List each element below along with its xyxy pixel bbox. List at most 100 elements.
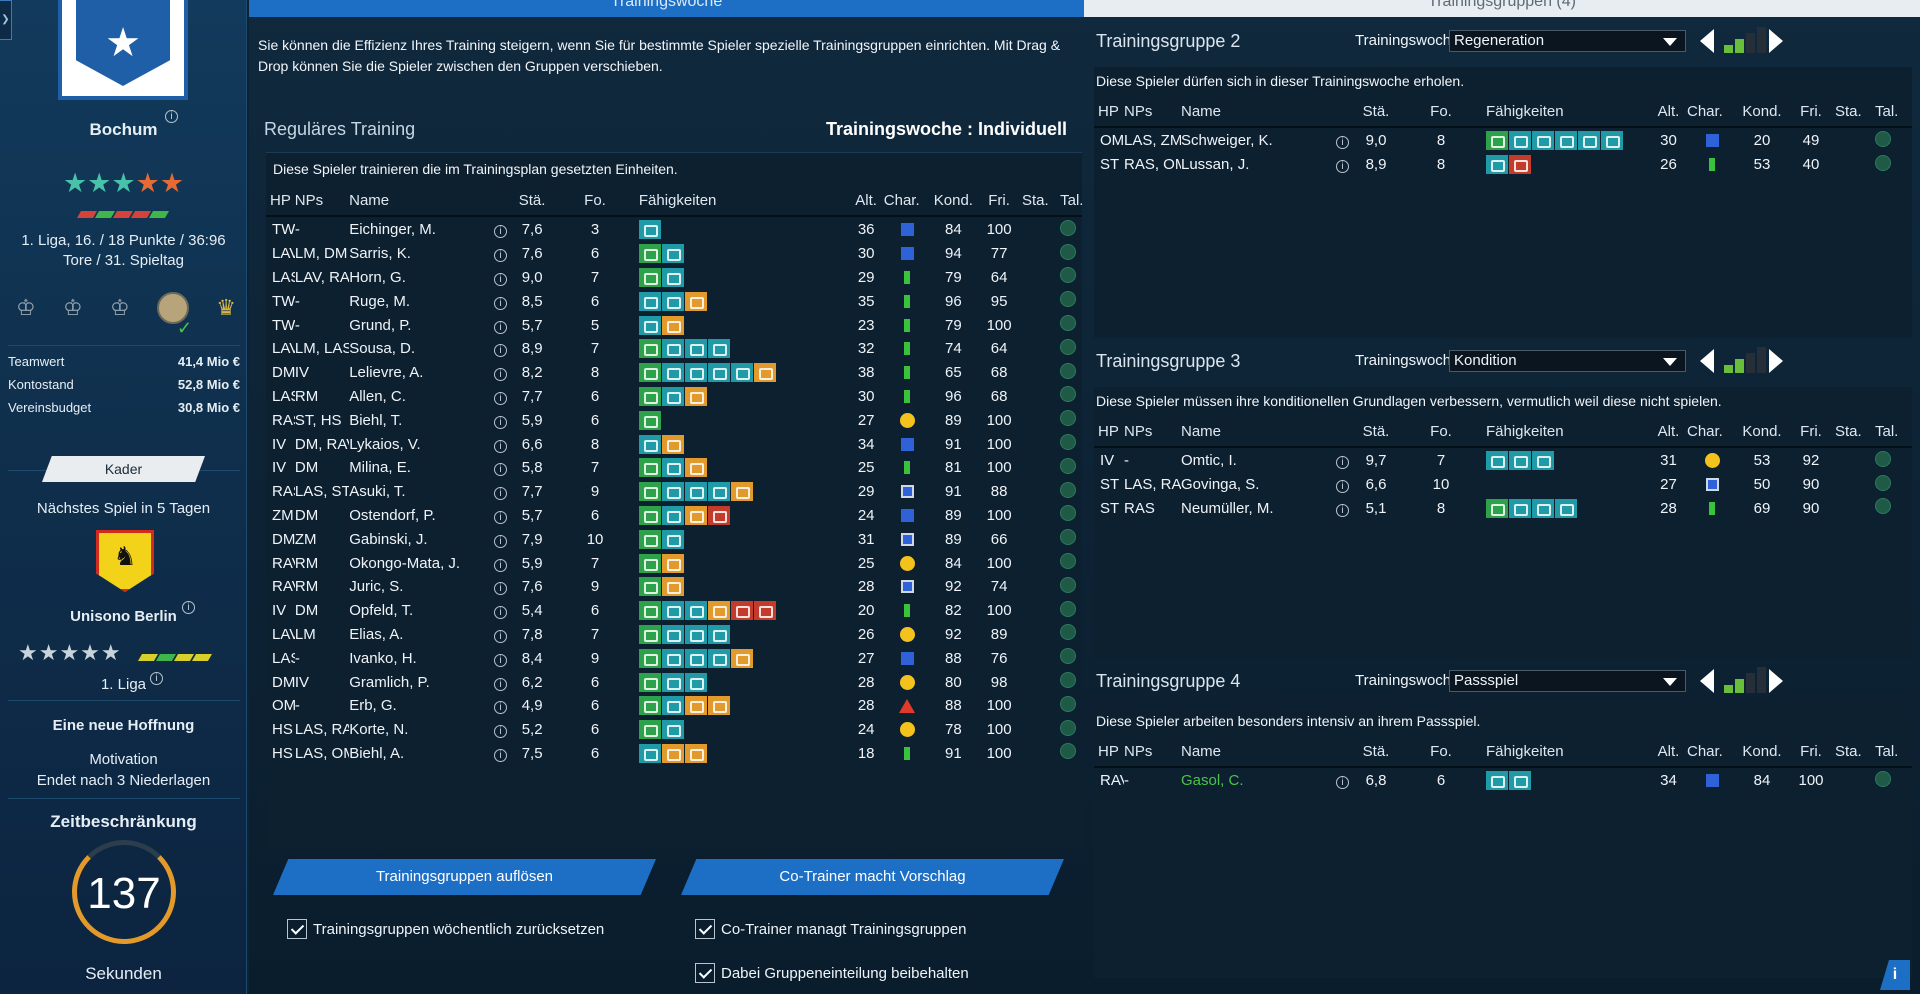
player-info-icon[interactable]: i bbox=[494, 725, 508, 739]
cell-name[interactable]: Korte, N. bbox=[349, 721, 409, 739]
player-info-icon[interactable]: i bbox=[494, 225, 508, 239]
next-arrow-icon[interactable] bbox=[1769, 669, 1783, 693]
player-row[interactable]: LAV LM Elias, A. i 7,8 7 26 92 89 bbox=[266, 623, 1082, 647]
column-header[interactable]: Fo. bbox=[1430, 743, 1452, 760]
column-header[interactable]: Kond. bbox=[933, 192, 973, 209]
player-row[interactable]: IV DM Milina, E. i 5,8 7 25 81 100 bbox=[266, 456, 1082, 480]
player-row[interactable]: IV - Omtic, I. i 9,7 7 31 53 92 bbox=[1094, 449, 1912, 473]
player-info-icon[interactable]: i bbox=[494, 510, 508, 524]
column-header[interactable]: Stä. bbox=[1362, 423, 1390, 440]
column-header[interactable]: Fo. bbox=[1430, 423, 1452, 440]
tab-trainingsgruppen[interactable]: Trainingsgruppen (4) bbox=[1084, 0, 1920, 17]
column-header[interactable]: Fo. bbox=[1430, 103, 1452, 120]
player-row[interactable]: RAVRM Juric, S. i 7,6 9 28 92 74 bbox=[266, 575, 1082, 599]
reset-weekly-checkbox[interactable]: Trainingsgruppen wöchentlich zurücksetze… bbox=[287, 919, 604, 939]
column-header[interactable]: Stä. bbox=[1362, 743, 1390, 760]
column-header[interactable]: Stä. bbox=[518, 192, 546, 209]
player-row[interactable]: IV DM, RAVLykaios, V. i 6,6 8 34 91 100 bbox=[266, 432, 1082, 456]
dissolve-groups-button[interactable]: Trainingsgruppen auflösen bbox=[273, 859, 656, 895]
player-info-icon[interactable]: i bbox=[494, 272, 508, 286]
column-header[interactable]: Alt. bbox=[1657, 423, 1680, 440]
column-header[interactable]: NPs bbox=[294, 192, 324, 209]
cell-name[interactable]: Juric, S. bbox=[349, 578, 404, 596]
column-header[interactable]: NPs bbox=[1124, 743, 1153, 760]
club-info-icon[interactable]: i bbox=[165, 110, 178, 123]
column-header[interactable]: HP bbox=[270, 192, 291, 209]
cell-name[interactable]: Okongo-Mata, J. bbox=[349, 554, 461, 572]
player-info-icon[interactable]: i bbox=[494, 415, 508, 429]
player-row[interactable]: LAS- Ivanko, H. i 8,4 9 27 88 76 bbox=[266, 646, 1082, 670]
column-header[interactable]: HP bbox=[1098, 423, 1119, 440]
column-header[interactable]: Fo. bbox=[584, 192, 606, 209]
player-info-icon[interactable]: i bbox=[494, 439, 508, 453]
cell-name[interactable]: Lussan, J. bbox=[1181, 156, 1250, 174]
column-header[interactable]: Char. bbox=[1687, 103, 1723, 120]
next-arrow-icon[interactable] bbox=[1769, 29, 1783, 53]
player-info-icon[interactable]: i bbox=[494, 701, 508, 715]
player-row[interactable]: LASRM Allen, C. i 7,7 6 30 96 68 bbox=[266, 385, 1082, 409]
column-header[interactable]: Alt. bbox=[1657, 103, 1680, 120]
player-row[interactable]: RAVRM Okongo-Mata, J. i 5,9 7 25 84 100 bbox=[266, 551, 1082, 575]
player-info-icon[interactable]: i bbox=[494, 653, 508, 667]
player-row[interactable]: OM - Erb, G. i 4,9 6 28 88 100 bbox=[266, 694, 1082, 718]
player-row[interactable]: TW - Ruge, M. i 8,5 6 35 96 95 bbox=[266, 289, 1082, 313]
kader-button[interactable]: Kader bbox=[42, 456, 205, 482]
player-info-icon[interactable]: i bbox=[1336, 480, 1349, 494]
group-week-select[interactable]: Passspiel bbox=[1449, 670, 1686, 692]
column-header[interactable]: NPs bbox=[1124, 423, 1153, 440]
column-header[interactable]: Tal. bbox=[1875, 103, 1898, 120]
player-info-icon[interactable]: i bbox=[1336, 503, 1349, 517]
column-header[interactable]: Kond. bbox=[1742, 743, 1782, 760]
player-info-icon[interactable]: i bbox=[494, 582, 508, 596]
player-info-icon[interactable]: i bbox=[1336, 136, 1349, 150]
checkbox-checked-icon[interactable] bbox=[695, 919, 715, 939]
column-header[interactable]: Tal. bbox=[1060, 192, 1083, 209]
keep-groups-checkbox[interactable]: Dabei Gruppeneinteilung beibehalten bbox=[695, 963, 969, 983]
cell-name[interactable]: Horn, G. bbox=[349, 268, 406, 286]
cell-name[interactable]: Biehl, T. bbox=[349, 411, 403, 429]
column-header[interactable]: Fri. bbox=[988, 192, 1010, 209]
cell-name[interactable]: Biehl, A. bbox=[349, 744, 405, 762]
column-header[interactable]: Fähigkeiten bbox=[1486, 743, 1564, 760]
player-row[interactable]: RAV- Gasol, C. i 6,8 6 34 84 100 bbox=[1094, 769, 1912, 793]
player-info-icon[interactable]: i bbox=[494, 558, 508, 572]
column-header[interactable]: Name bbox=[1181, 423, 1222, 440]
next-arrow-icon[interactable] bbox=[1769, 349, 1783, 373]
collapse-sidebar-icon[interactable]: ❯ bbox=[0, 0, 12, 40]
cell-name[interactable]: Gramlich, P. bbox=[349, 673, 430, 691]
cell-name[interactable]: Omtic, I. bbox=[1181, 452, 1237, 470]
player-row[interactable]: ST RAS Neumüller, M. i 5,1 8 28 69 90 bbox=[1094, 497, 1912, 521]
cell-name[interactable]: Gasol, C. bbox=[1181, 772, 1244, 790]
column-header[interactable]: Fri. bbox=[1800, 743, 1822, 760]
column-header[interactable]: Fähigkeiten bbox=[1486, 103, 1564, 120]
player-row[interactable]: TW - Eichinger, M. i 7,6 3 36 84 100 bbox=[266, 218, 1082, 242]
column-header[interactable]: Sta. bbox=[1835, 103, 1862, 120]
cell-name[interactable]: Allen, C. bbox=[349, 387, 406, 405]
cell-name[interactable]: Elias, A. bbox=[349, 625, 404, 643]
tab-trainingswoche[interactable]: Trainingswoche bbox=[249, 0, 1084, 17]
player-row[interactable]: IV DM Opfeld, T. i 5,4 6 20 82 100 bbox=[266, 599, 1082, 623]
player-info-icon[interactable]: i bbox=[494, 534, 508, 548]
cell-name[interactable]: Govinga, S. bbox=[1181, 476, 1260, 494]
cell-name[interactable]: Lykaios, V. bbox=[349, 435, 421, 453]
column-header[interactable]: Stä. bbox=[1362, 103, 1390, 120]
column-header[interactable]: Tal. bbox=[1875, 423, 1898, 440]
player-info-icon[interactable]: i bbox=[1336, 456, 1349, 470]
column-header[interactable]: Char. bbox=[1687, 423, 1723, 440]
opponent-info-icon[interactable]: i bbox=[182, 601, 195, 614]
prev-arrow-icon[interactable] bbox=[1700, 349, 1714, 373]
player-row[interactable]: OM LAS, ZM Schweiger, K. i 9,0 8 30 20 49 bbox=[1094, 129, 1912, 153]
player-row[interactable]: LASLAV, RASHorn, G. i 9,0 7 29 79 64 bbox=[266, 266, 1082, 290]
cell-name[interactable]: Schweiger, K. bbox=[1181, 132, 1273, 150]
column-header[interactable]: Char. bbox=[1687, 743, 1723, 760]
cell-name[interactable]: Erb, G. bbox=[349, 697, 397, 715]
column-header[interactable]: Sta. bbox=[1835, 743, 1862, 760]
column-header[interactable]: Fähigkeiten bbox=[1486, 423, 1564, 440]
cell-name[interactable]: Milina, E. bbox=[349, 459, 411, 477]
column-header[interactable]: Alt. bbox=[855, 192, 877, 209]
column-header[interactable]: Tal. bbox=[1875, 743, 1898, 760]
cell-name[interactable]: Sarris, K. bbox=[349, 245, 411, 263]
